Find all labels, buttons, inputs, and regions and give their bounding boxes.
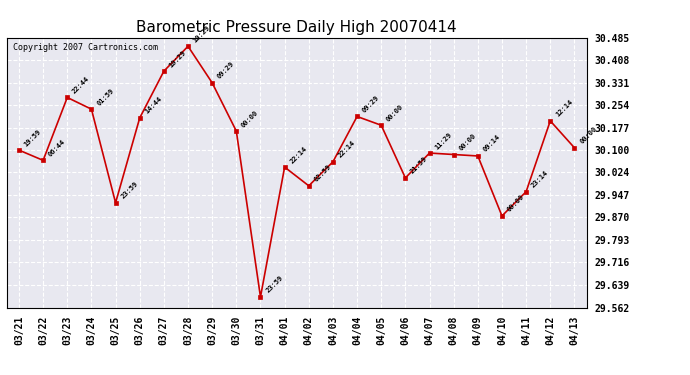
Text: Copyright 2007 Cartronics.com: Copyright 2007 Cartronics.com xyxy=(12,43,158,52)
Text: 22:14: 22:14 xyxy=(289,145,308,164)
Text: 14:44: 14:44 xyxy=(144,96,163,115)
Text: 00:00: 00:00 xyxy=(579,126,598,145)
Text: 23:59: 23:59 xyxy=(120,181,139,200)
Text: 02:59: 02:59 xyxy=(313,164,332,183)
Text: 06:44: 06:44 xyxy=(48,138,66,158)
Text: 00:00: 00:00 xyxy=(241,109,259,128)
Text: 00:00: 00:00 xyxy=(386,103,404,123)
Text: 23:14: 23:14 xyxy=(531,170,549,189)
Text: 10:29: 10:29 xyxy=(193,24,211,44)
Text: 19:59: 19:59 xyxy=(23,128,42,147)
Text: 09:29: 09:29 xyxy=(362,94,380,114)
Text: 00:00: 00:00 xyxy=(506,194,525,213)
Text: 11:29: 11:29 xyxy=(434,131,453,150)
Text: 09:14: 09:14 xyxy=(482,134,501,153)
Text: 10:29: 10:29 xyxy=(168,49,187,68)
Text: 12:14: 12:14 xyxy=(555,99,573,118)
Text: 22:14: 22:14 xyxy=(337,140,356,159)
Text: 21:59: 21:59 xyxy=(410,156,428,175)
Text: 00:00: 00:00 xyxy=(458,132,477,152)
Title: Barometric Pressure Daily High 20070414: Barometric Pressure Daily High 20070414 xyxy=(137,20,457,35)
Text: 01:59: 01:59 xyxy=(96,87,115,106)
Text: 09:29: 09:29 xyxy=(217,61,235,80)
Text: 23:59: 23:59 xyxy=(265,275,284,294)
Text: 22:44: 22:44 xyxy=(72,75,90,95)
